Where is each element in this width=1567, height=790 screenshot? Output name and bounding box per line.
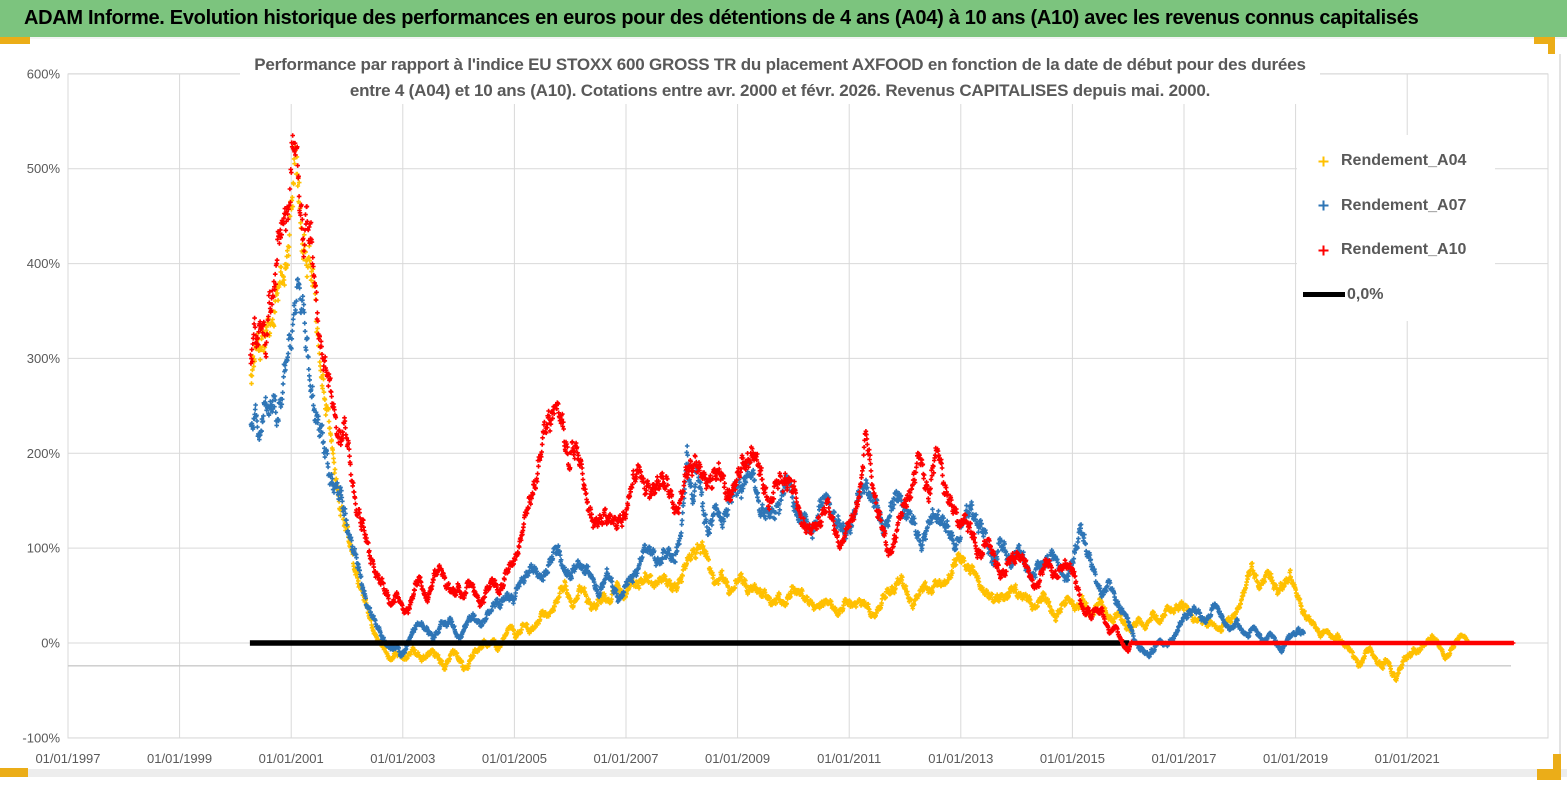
y-tick-label: 500% bbox=[27, 161, 61, 176]
legend-label: Rendement_A04 bbox=[1341, 152, 1467, 169]
chart-title: Performance par rapport à l'indice EU ST… bbox=[240, 52, 1320, 104]
y-tick-label: -100% bbox=[22, 730, 60, 745]
selection-handle-top-right[interactable] bbox=[1534, 37, 1555, 44]
x-tick-label: 01/01/2013 bbox=[928, 751, 993, 766]
legend-label: 0,0% bbox=[1347, 285, 1384, 303]
window-right-edge bbox=[1559, 54, 1561, 754]
y-tick-label: 200% bbox=[27, 446, 61, 461]
x-tick-label: 01/01/2003 bbox=[370, 751, 435, 766]
x-tick-label: 01/01/2017 bbox=[1151, 751, 1216, 766]
legend-item-rendement-a04[interactable]: Rendement_A04 bbox=[1297, 141, 1495, 181]
selection-handle-bottom-right-nub[interactable] bbox=[1553, 754, 1561, 780]
x-tick-label: 01/01/2001 bbox=[259, 751, 324, 766]
legend-plus-marker-icon bbox=[1315, 155, 1331, 168]
y-tick-label: 0% bbox=[41, 636, 60, 651]
y-tick-label: 400% bbox=[27, 256, 61, 271]
series-rendement-a04 bbox=[248, 144, 1470, 683]
x-tick-label: 01/01/2011 bbox=[817, 751, 881, 766]
legend-plus-marker-icon bbox=[1315, 199, 1331, 212]
x-tick-label: 01/01/1999 bbox=[147, 751, 212, 766]
legend-label: Rendement_A10 bbox=[1341, 241, 1467, 259]
legend-item-rendement-a07[interactable]: Rendement_A07 bbox=[1297, 186, 1495, 226]
series-rendement-a10 bbox=[248, 133, 1516, 654]
x-tick-label: 01/01/2005 bbox=[482, 751, 547, 766]
x-tick-label: 01/01/1997 bbox=[35, 751, 100, 766]
x-tick-label: 01/01/2021 bbox=[1375, 751, 1440, 766]
report-title: ADAM Informe. Evolution historique des p… bbox=[24, 7, 1419, 29]
y-tick-label: 100% bbox=[27, 541, 61, 556]
horizontal-scrollbar[interactable] bbox=[0, 769, 1567, 777]
x-tick-label: 01/01/2015 bbox=[1040, 751, 1105, 766]
y-tick-label: 300% bbox=[27, 351, 61, 366]
x-tick-label: 01/01/2009 bbox=[705, 751, 770, 766]
legend-item-0-0-[interactable]: 0,0% bbox=[1297, 275, 1495, 315]
legend: Rendement_A04 Rendement_A07 Rendement_A10 0… bbox=[1297, 135, 1495, 321]
legend-label: Rendement_A07 bbox=[1341, 196, 1467, 214]
legend-line-swatch bbox=[1303, 292, 1345, 298]
report-header: ADAM Informe. Evolution historique des p… bbox=[0, 0, 1567, 39]
selection-handle-top-left[interactable] bbox=[0, 37, 30, 44]
chart-title-line2: entre 4 (A04) et 10 ans (A10). Cotations… bbox=[349, 81, 1211, 100]
selection-handle-bottom-right[interactable] bbox=[1537, 769, 1561, 780]
selection-handle-bottom-left[interactable] bbox=[0, 768, 28, 777]
chart-title-line1: Performance par rapport à l'indice EU ST… bbox=[254, 55, 1306, 74]
x-tick-label: 01/01/2007 bbox=[593, 751, 658, 766]
x-tick-label: 01/01/2019 bbox=[1263, 751, 1328, 766]
selection-handle-top-right-nub[interactable] bbox=[1548, 37, 1555, 54]
y-tick-label: 600% bbox=[27, 66, 61, 81]
legend-plus-marker-icon bbox=[1315, 244, 1331, 257]
legend-item-rendement-a10[interactable]: Rendement_A10 bbox=[1297, 230, 1495, 270]
